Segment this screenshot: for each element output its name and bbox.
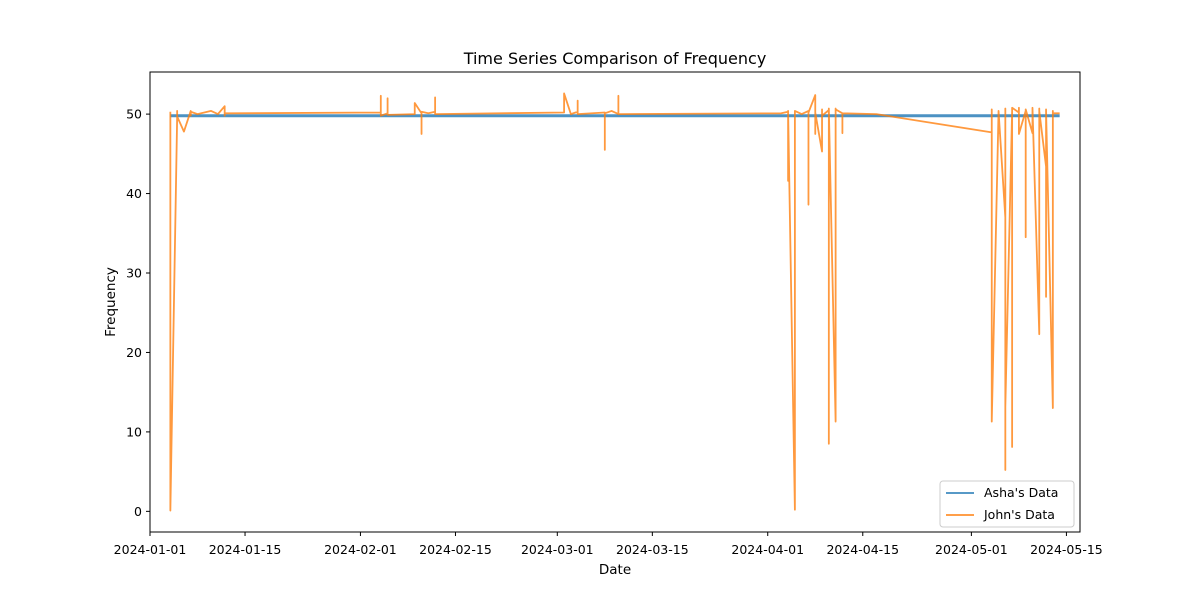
x-axis: 2024-01-01 2024-01-15 2024-02-01 2024-02-15…: [114, 532, 1103, 557]
x-tick-label: 2024-02-01: [324, 542, 397, 557]
y-tick-label: 20: [126, 345, 142, 360]
legend: Asha's Data John's Data: [939, 480, 1075, 528]
legend-label-john: John's Data: [983, 507, 1055, 522]
series-line-john: [169, 92, 1060, 512]
y-tick-label: 0: [134, 504, 142, 519]
x-tick-label: 2024-03-01: [521, 542, 594, 557]
y-axis-label: Frequency: [103, 267, 119, 337]
y-tick-label: 40: [126, 186, 142, 201]
x-tick-label: 2024-01-01: [114, 542, 187, 557]
x-tick-label: 2024-04-01: [731, 542, 804, 557]
x-tick-label: 2024-03-15: [616, 542, 689, 557]
chart-title: Time Series Comparison of Frequency: [463, 49, 767, 68]
y-axis: 0 10 20 30 40 50: [126, 107, 150, 519]
x-axis-label: Date: [599, 562, 631, 578]
x-tick-label: 2024-05-01: [935, 542, 1008, 557]
x-tick-label: 2024-04-15: [826, 542, 899, 557]
x-tick-label: 2024-01-15: [209, 542, 282, 557]
y-tick-label: 50: [126, 107, 142, 122]
plot-frame: [149, 71, 1081, 533]
y-tick-label: 10: [126, 424, 142, 439]
x-tick-label: 2024-02-15: [419, 542, 492, 557]
plot-lines: [169, 92, 1060, 512]
x-tick-label: 2024-05-15: [1030, 542, 1103, 557]
legend-label-asha: Asha's Data: [984, 485, 1058, 500]
y-tick-label: 30: [126, 266, 142, 281]
